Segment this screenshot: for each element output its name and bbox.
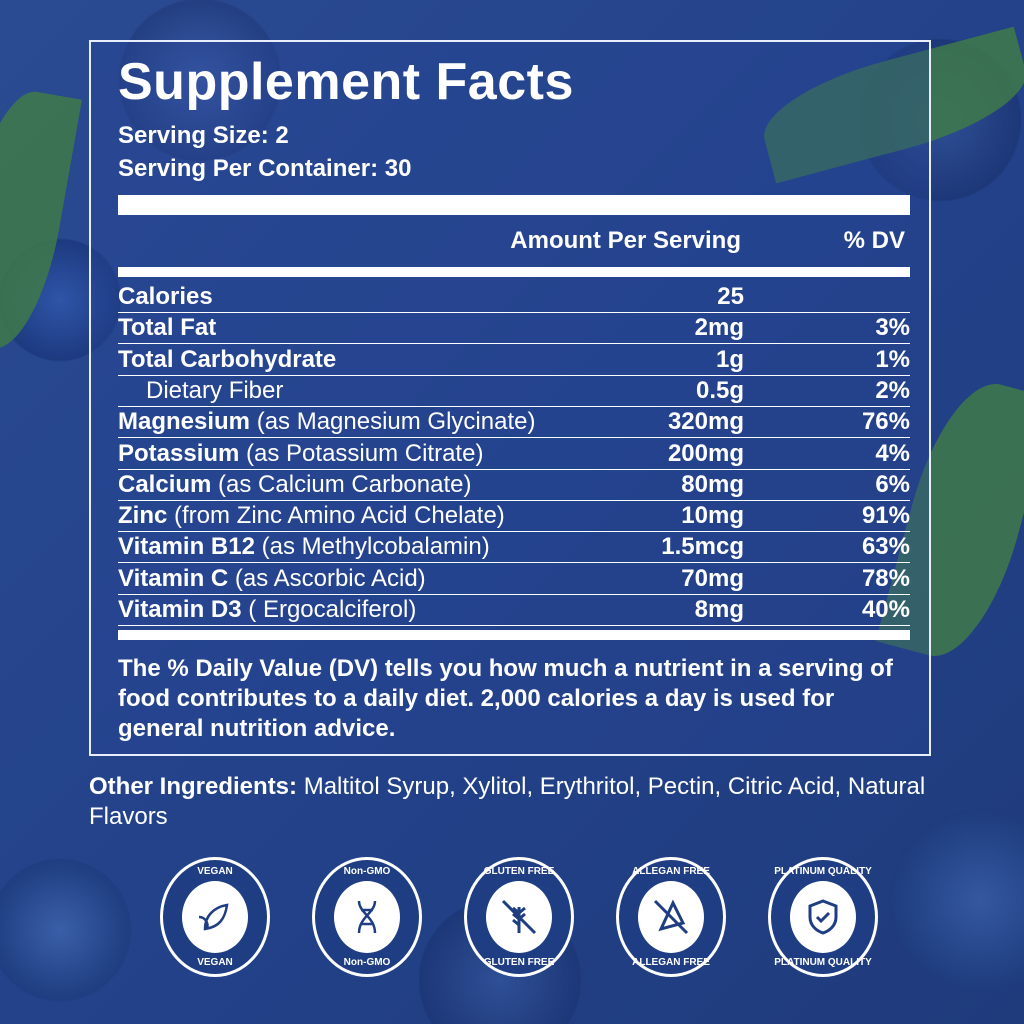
nutrient-label: Calcium bbox=[118, 470, 212, 498]
page-title: Supplement Facts bbox=[118, 53, 574, 111]
table-row: Calcium (as Calcium Carbonate) 80mg 6% bbox=[118, 470, 910, 501]
amount: 0.5g bbox=[695, 376, 744, 404]
table-row: Vitamin C (as Ascorbic Acid) 70mg 78% bbox=[118, 564, 910, 595]
dv-header: % DV bbox=[843, 227, 905, 254]
nutrient-name: Calories bbox=[118, 282, 213, 312]
amount: 2mg bbox=[694, 314, 744, 342]
badge-label: ALLEGAN FREE bbox=[632, 866, 710, 877]
nutrient-label: Calories bbox=[118, 283, 213, 310]
nutrient-name: Vitamin B12 (as Methylcobalamin) bbox=[118, 532, 490, 562]
badge-label-bottom: VEGAN bbox=[197, 957, 233, 968]
other-ingredients-text: Maltitol Syrup, Xylitol, Erythritol, Pec… bbox=[89, 773, 926, 830]
nutrient-name: Zinc (from Zinc Amino Acid Chelate) bbox=[118, 501, 505, 531]
nutrient-label: Vitamin D3 bbox=[118, 596, 242, 623]
divider bbox=[118, 630, 910, 640]
badge-label: VEGAN bbox=[197, 866, 233, 877]
nutrient-detail: (as Potassium Citrate) bbox=[239, 439, 484, 467]
nutrient-label: Potassium bbox=[118, 439, 240, 467]
amount-header: Amount Per Serving bbox=[510, 227, 741, 254]
serving-size: Serving Size: 2 bbox=[118, 122, 289, 149]
table-row: Total Carbohydrate 1g 1% bbox=[118, 345, 910, 376]
daily-value: 63% bbox=[861, 533, 910, 561]
daily-value: 1% bbox=[875, 345, 910, 373]
nutrient-detail: (as Calcium Carbonate) bbox=[211, 470, 472, 498]
badge-label: Non-GMO bbox=[343, 866, 391, 877]
amount: 70mg bbox=[681, 564, 744, 592]
dna-icon bbox=[357, 900, 377, 934]
daily-value: 40% bbox=[861, 596, 910, 623]
nutrient-label: Magnesium bbox=[118, 408, 251, 436]
leaf-icon bbox=[198, 903, 229, 931]
nutrient-name: Total Carbohydrate bbox=[118, 345, 336, 375]
other-ingredients: Other Ingredients: Maltitol Syrup, Xylit… bbox=[89, 772, 969, 832]
table-row: Zinc (from Zinc Amino Acid Chelate) 10mg 9… bbox=[118, 501, 910, 533]
badge-non-gmo: Non-GMO Non-GMO bbox=[312, 857, 422, 977]
other-ingredients-label: Other Ingredients: bbox=[89, 773, 298, 800]
nutrient-label: Total Carbohydrate bbox=[118, 345, 337, 373]
daily-value: 91% bbox=[861, 502, 910, 530]
amount: 80mg bbox=[681, 470, 744, 498]
badge-platinum-quality: PLATINUM QUALITY PLATINUM QUALITY bbox=[768, 857, 878, 977]
nutrient-name: Dietary Fiber bbox=[146, 376, 283, 406]
badges: VEGAN VEGAN Non-GMO Non-GMO GLUTEN FREE GLUTE… bbox=[160, 857, 878, 977]
amount: 320mg bbox=[667, 408, 744, 436]
leaf-decoration bbox=[0, 84, 82, 356]
badge-label: PLATINUM QUALITY bbox=[774, 866, 872, 877]
supplement-facts-panel: Supplement Facts Serving Size: 2 Serving… bbox=[89, 40, 931, 756]
daily-value: 6% bbox=[875, 470, 910, 498]
amount: 8mg bbox=[694, 596, 744, 623]
badge-label-bottom: Non-GMO bbox=[343, 957, 391, 968]
divider bbox=[118, 195, 910, 215]
daily-value: 78% bbox=[861, 564, 910, 592]
nutrient-detail: (as Magnesium Glycinate) bbox=[250, 408, 536, 436]
table-row: Vitamin D3 ( Ergocalciferol) 8mg 40% bbox=[118, 595, 910, 626]
nutrient-label: Vitamin C bbox=[118, 564, 229, 592]
nutrient-name: Calcium (as Calcium Carbonate) bbox=[118, 470, 471, 500]
badge-label-bottom: PLATINUM QUALITY bbox=[774, 957, 872, 968]
nutrient-detail: ( Ergocalciferol) bbox=[241, 596, 417, 623]
nutrient-name: Vitamin D3 ( Ergocalciferol) bbox=[118, 595, 416, 625]
amount: 1.5mcg bbox=[661, 533, 744, 561]
servings-per-container: Serving Per Container: 30 bbox=[118, 155, 412, 182]
table-row: Vitamin B12 (as Methylcobalamin) 1.5mcg 63… bbox=[118, 532, 910, 564]
nutrient-label: Total Fat bbox=[118, 314, 217, 342]
daily-value: 2% bbox=[875, 376, 910, 404]
nutrient-name: Potassium (as Potassium Citrate) bbox=[118, 439, 483, 469]
dv-note: The % Daily Value (DV) tells you how muc… bbox=[118, 655, 893, 742]
nutrient-name: Total Fat bbox=[118, 313, 216, 343]
nutrient-label: Vitamin B12 bbox=[118, 533, 255, 561]
daily-value: 76% bbox=[861, 408, 910, 436]
table-row: Total Fat 2mg 3% bbox=[118, 313, 910, 345]
badge-label-bottom: ALLEGAN FREE bbox=[632, 957, 710, 968]
amount: 200mg bbox=[667, 439, 744, 467]
nutrient-detail: (as Methylcobalamin) bbox=[254, 533, 490, 561]
nutrient-detail: Dietary Fiber bbox=[146, 376, 284, 404]
table-row: Magnesium (as Magnesium Glycinate) 320mg 7… bbox=[118, 407, 910, 439]
badge-label-bottom: GLUTEN FREE bbox=[483, 957, 555, 968]
badge-label: GLUTEN FREE bbox=[483, 866, 555, 877]
shield-check-icon bbox=[808, 899, 838, 935]
amount: 1g bbox=[715, 345, 744, 373]
badge-vegan: VEGAN VEGAN bbox=[160, 857, 270, 977]
badge-gluten-free: GLUTEN FREE GLUTEN FREE bbox=[464, 857, 574, 977]
nutrient-label: Zinc bbox=[118, 502, 168, 530]
daily-value: 4% bbox=[875, 439, 910, 467]
nutrient-name: Vitamin C (as Ascorbic Acid) bbox=[118, 564, 426, 594]
table-row: Calories 25 bbox=[118, 282, 910, 313]
allergen-crossed-icon bbox=[653, 899, 689, 935]
nutrient-detail: (as Ascorbic Acid) bbox=[228, 564, 426, 592]
divider bbox=[118, 267, 910, 277]
table-row: Dietary Fiber 0.5g 2% bbox=[118, 376, 910, 407]
amount: 25 bbox=[717, 283, 744, 310]
table-row: Potassium (as Potassium Citrate) 200mg 4% bbox=[118, 439, 910, 470]
badge-allegan-free: ALLEGAN FREE ALLEGAN FREE bbox=[616, 857, 726, 977]
nutrient-name: Magnesium (as Magnesium Glycinate) bbox=[118, 407, 535, 437]
nutrient-detail: (from Zinc Amino Acid Chelate) bbox=[167, 502, 505, 530]
amount: 10mg bbox=[681, 502, 744, 530]
daily-value: 3% bbox=[875, 314, 910, 342]
wheat-crossed-icon bbox=[501, 899, 537, 935]
